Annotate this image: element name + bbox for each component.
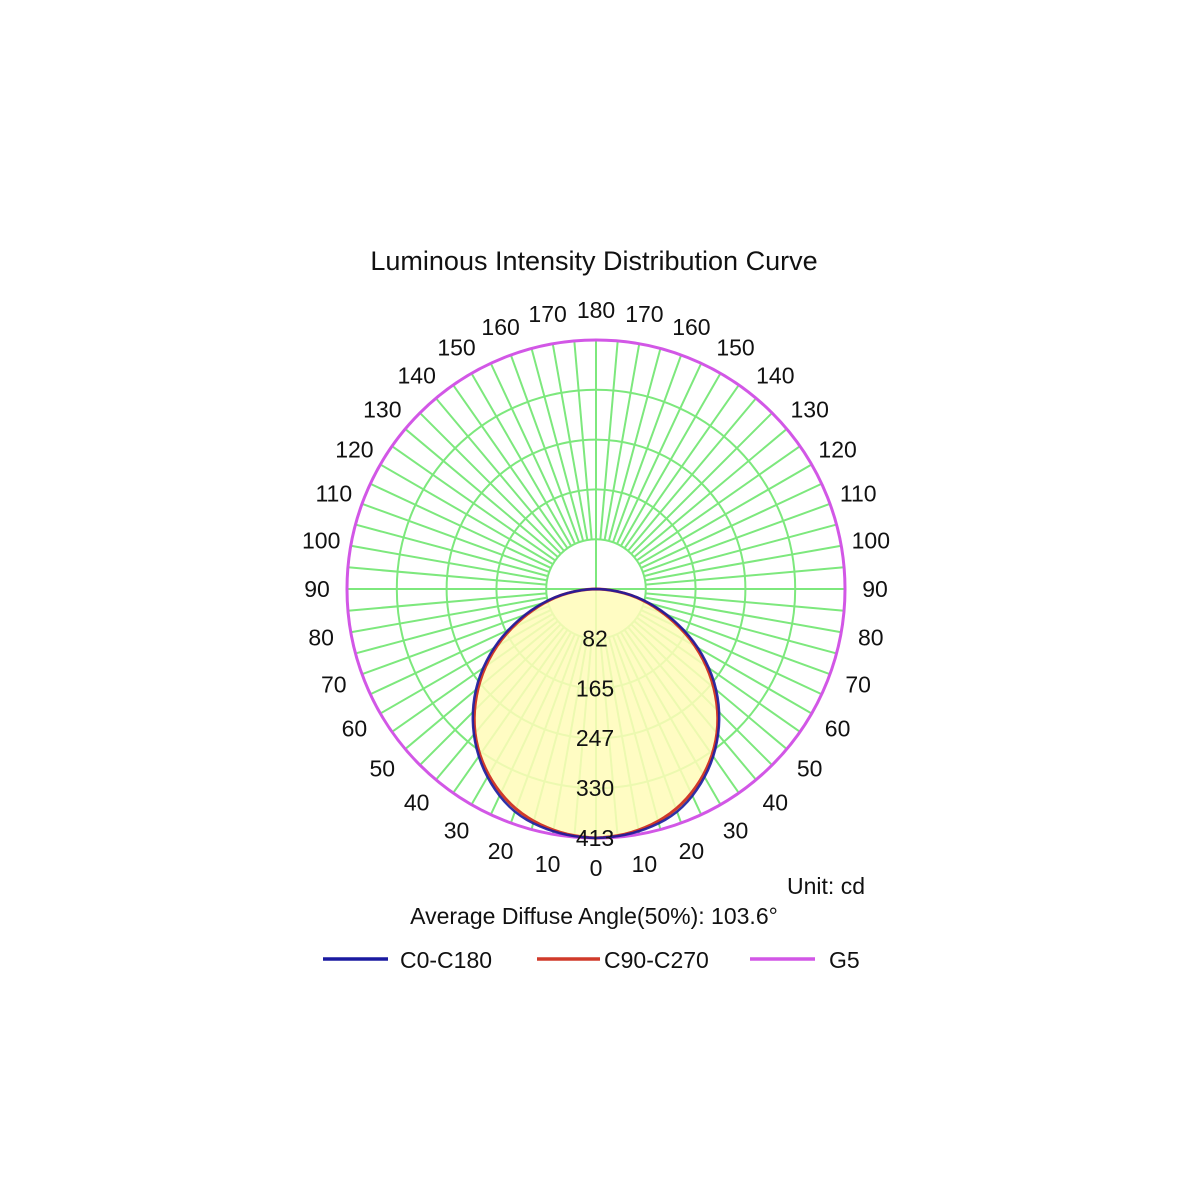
grid-spoke: [404, 428, 559, 558]
angle-tick-label: 150: [437, 334, 475, 360]
legend-label: C0-C180: [400, 947, 492, 973]
angle-tick-label: 160: [481, 314, 519, 340]
radial-labels: 82 165 247 330 413: [576, 625, 614, 851]
grid-spoke: [509, 354, 580, 543]
angle-tick-label: 120: [335, 437, 373, 463]
radial-tick-label: 247: [576, 725, 614, 751]
angle-tick-label: 40: [763, 790, 789, 816]
grid-spoke: [636, 445, 801, 562]
grid-spoke: [644, 596, 842, 634]
grid-spoke: [361, 605, 550, 676]
angle-tick-label: 40: [404, 790, 430, 816]
grid-spoke: [642, 605, 831, 676]
radial-tick-label: 82: [582, 625, 608, 651]
grid-spoke: [361, 502, 550, 573]
grid-spoke: [623, 384, 740, 549]
lobe-fill: [472, 589, 720, 838]
grid-spoke: [644, 544, 842, 582]
radial-tick-label: 413: [576, 825, 614, 851]
angle-tick-label: 50: [370, 755, 396, 781]
grid-spoke: [489, 362, 576, 545]
angle-tick-label: 120: [818, 437, 856, 463]
angle-tick-label: 110: [840, 481, 877, 507]
angle-tick-label: 130: [363, 397, 401, 423]
grid-spoke: [638, 463, 813, 565]
angle-tick-label: 110: [315, 481, 352, 507]
series-c0-c180-curve: [471, 587, 721, 840]
chart-title: Luminous Intensity Distribution Curve: [370, 246, 817, 276]
angle-tick-label: 170: [625, 301, 663, 327]
angle-tick-label: 140: [756, 362, 794, 388]
angle-labels: 0102030405060708090100110120130140150160…: [302, 297, 890, 881]
angle-tick-label: 130: [791, 397, 829, 423]
angle-tick-label: 10: [535, 851, 561, 877]
angle-tick-label: 70: [321, 671, 347, 697]
grid-spoke: [470, 372, 572, 547]
angle-tick-label: 10: [632, 851, 658, 877]
grid-spoke: [633, 428, 788, 558]
curves-layer: [345, 338, 847, 840]
grid-spoke: [643, 523, 837, 578]
angle-tick-label: 180: [577, 297, 615, 323]
angle-tick-label: 100: [302, 528, 340, 554]
grid-spoke: [355, 523, 549, 578]
legend-label: C90-C270: [604, 947, 709, 973]
angle-tick-label: 80: [858, 624, 884, 650]
grid-spoke: [369, 482, 552, 569]
grid-spoke: [573, 340, 593, 540]
grid-spoke: [355, 600, 549, 655]
grid-spoke: [627, 397, 757, 552]
angle-tick-label: 30: [444, 818, 470, 844]
angle-tick-label: 20: [488, 838, 514, 864]
grid-spoke: [612, 354, 683, 543]
angle-tick-label: 30: [723, 818, 749, 844]
radial-tick-label: 165: [576, 675, 614, 701]
angle-tick-label: 170: [528, 301, 566, 327]
intensity-fill: [472, 589, 720, 838]
grid-spoke: [642, 502, 831, 573]
angle-tick-label: 70: [845, 671, 871, 697]
angle-tick-label: 150: [716, 334, 754, 360]
grid-spoke: [419, 412, 562, 555]
angle-tick-label: 90: [862, 576, 888, 602]
grid-spoke: [645, 566, 845, 586]
unit-label: Unit: cd: [787, 873, 865, 899]
angle-tick-label: 0: [590, 855, 603, 881]
grid-spoke: [620, 372, 722, 547]
average-angle-label: Average Diffuse Angle(50%): 103.6°: [410, 903, 778, 929]
angle-tick-label: 60: [825, 716, 851, 742]
angle-tick-label: 100: [852, 528, 890, 554]
grid-spoke: [347, 592, 547, 612]
grid-spoke: [603, 343, 641, 541]
grid-spoke: [630, 412, 773, 555]
grid-spoke: [350, 596, 548, 634]
grid-spoke: [379, 463, 554, 565]
grid-spoke: [616, 362, 703, 545]
angle-tick-label: 60: [342, 716, 368, 742]
angle-tick-label: 80: [308, 624, 334, 650]
grid-spoke: [599, 340, 619, 540]
grid-spoke: [530, 348, 585, 542]
angle-tick-label: 140: [398, 362, 436, 388]
angle-tick-label: 20: [679, 838, 705, 864]
grid-spoke: [643, 600, 837, 655]
angle-tick-label: 160: [672, 314, 710, 340]
grid-spoke: [435, 397, 565, 552]
grid-spoke: [640, 482, 823, 569]
grid-spoke: [607, 348, 662, 542]
grid-spoke: [391, 445, 556, 562]
grid-spoke: [350, 544, 548, 582]
grid-spoke: [452, 384, 569, 549]
grid-spoke: [551, 343, 589, 541]
legend: C0-C180 C90-C270 G5: [323, 947, 860, 973]
angle-tick-label: 90: [304, 576, 330, 602]
grid-spoke: [347, 566, 547, 586]
angle-tick-label: 50: [797, 755, 823, 781]
radial-tick-label: 330: [576, 775, 614, 801]
legend-label: G5: [829, 947, 860, 973]
grid-spoke: [645, 592, 845, 612]
